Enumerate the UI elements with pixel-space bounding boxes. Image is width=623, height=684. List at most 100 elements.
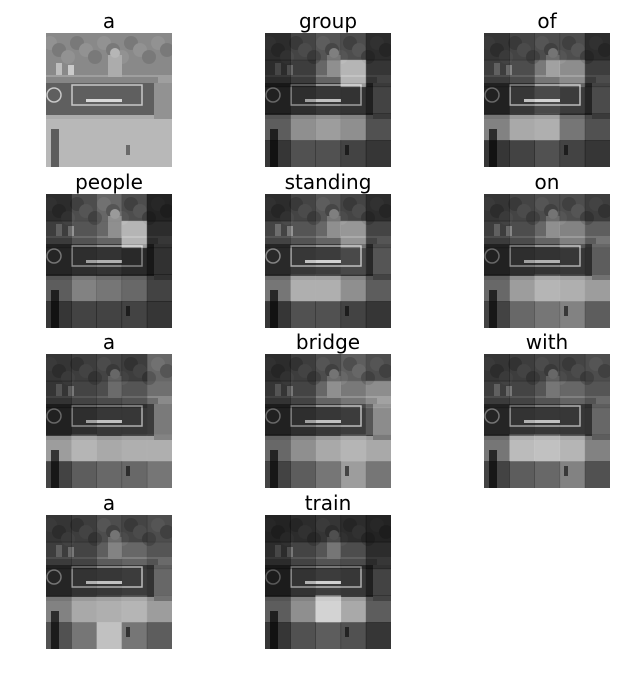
attention-patch [265, 86, 291, 114]
scene-person [506, 226, 512, 236]
attention-patch [121, 380, 148, 409]
attention-patch [584, 301, 610, 328]
attention-patch [315, 380, 342, 409]
attention-image [265, 354, 391, 488]
scene-boat-lettering [305, 581, 341, 584]
attention-patch [265, 33, 291, 61]
scene-boat-lettering [524, 260, 560, 263]
attention-patch [534, 59, 561, 88]
attention-svg [46, 515, 172, 649]
attention-patch [365, 220, 391, 249]
attention-patch [146, 274, 172, 302]
scene-boat-roof [46, 559, 158, 565]
attention-patch [365, 568, 391, 596]
scene-person [287, 226, 293, 236]
scene-person [56, 224, 62, 236]
attention-patch [509, 194, 535, 222]
scene-boat-roof [265, 238, 377, 244]
attention-patch [509, 301, 535, 328]
attention-patch [290, 568, 316, 596]
attention-patch [46, 461, 72, 488]
attention-patch [509, 33, 535, 61]
scene-boat-stern [154, 83, 172, 119]
scene-person [56, 545, 62, 557]
attention-patch [534, 220, 561, 249]
scene-boat-roof [46, 238, 158, 244]
attention-patch [315, 515, 342, 543]
scene-person [506, 386, 512, 396]
scene-boat-panel [71, 566, 143, 588]
attention-patch [265, 274, 291, 302]
attention-patch [509, 247, 535, 275]
scene-person [327, 55, 341, 79]
scene-boat-emblem [484, 408, 500, 424]
attention-patch [121, 461, 148, 488]
attention-patch [290, 113, 316, 141]
scene-person [546, 376, 560, 400]
scene-boat-stern [154, 404, 172, 440]
scene-foliage [580, 211, 594, 225]
scene-foliage [379, 364, 391, 378]
attention-patch [290, 220, 316, 249]
attention-patch [265, 140, 291, 167]
attention-overlay [46, 515, 172, 649]
scene-foliage [61, 50, 75, 64]
attention-patch [484, 86, 510, 114]
attention-patch [265, 247, 291, 275]
scene-post [126, 466, 130, 476]
attention-patch [534, 354, 561, 382]
scene-person-head [110, 209, 120, 219]
attention-patch [365, 33, 391, 61]
attention-patch [315, 59, 342, 88]
attention-patch [315, 140, 342, 167]
scene-foliage [160, 525, 172, 539]
attention-patch [121, 515, 148, 543]
attention-patch [484, 59, 510, 88]
attention-patch [559, 220, 586, 249]
attention-patch [534, 407, 561, 435]
attention-patch [534, 301, 561, 328]
word-label: train [304, 491, 352, 515]
attention-patch [265, 568, 291, 596]
attention-patch [534, 274, 561, 302]
scene-foliage [160, 43, 172, 57]
attention-patch [71, 301, 97, 328]
scene-boat-rail [484, 115, 596, 119]
attention-patch [121, 541, 148, 570]
scene-person [327, 537, 341, 561]
attention-patch [365, 380, 391, 409]
attention-patch [96, 461, 123, 488]
attention-patch [146, 568, 172, 596]
attention-patch [265, 220, 291, 249]
scene-person [68, 547, 74, 557]
attention-patch [290, 461, 316, 488]
scene-person [546, 55, 560, 79]
scene-boat-rail [484, 436, 596, 440]
attention-patch [484, 140, 510, 167]
scene-boat-panel [509, 84, 581, 106]
scene-person-head [110, 530, 120, 540]
scene-boat-emblem [265, 248, 281, 264]
scene-boat-stern [373, 83, 391, 119]
attention-patch [584, 247, 610, 275]
attention-patch [584, 434, 610, 462]
attention-svg [46, 354, 172, 488]
attention-overlay [46, 194, 172, 328]
scene-boat-rail [265, 115, 377, 119]
attention-patch [341, 408, 367, 435]
attention-patch [341, 595, 367, 622]
attention-patch [121, 354, 148, 382]
attention-patch [96, 622, 123, 649]
scene-foliage [598, 364, 610, 378]
scene-boat-lettering [86, 420, 122, 423]
attention-patch [366, 434, 391, 461]
attention-patch [315, 354, 342, 382]
word-label: with [525, 330, 569, 354]
scene-person [68, 226, 74, 236]
attention-patch [365, 140, 391, 167]
scene-person-head [329, 369, 339, 379]
attention-patch [96, 247, 123, 275]
attention-patch [584, 274, 610, 302]
attention-patch [265, 461, 291, 488]
attention-patch [265, 380, 291, 409]
